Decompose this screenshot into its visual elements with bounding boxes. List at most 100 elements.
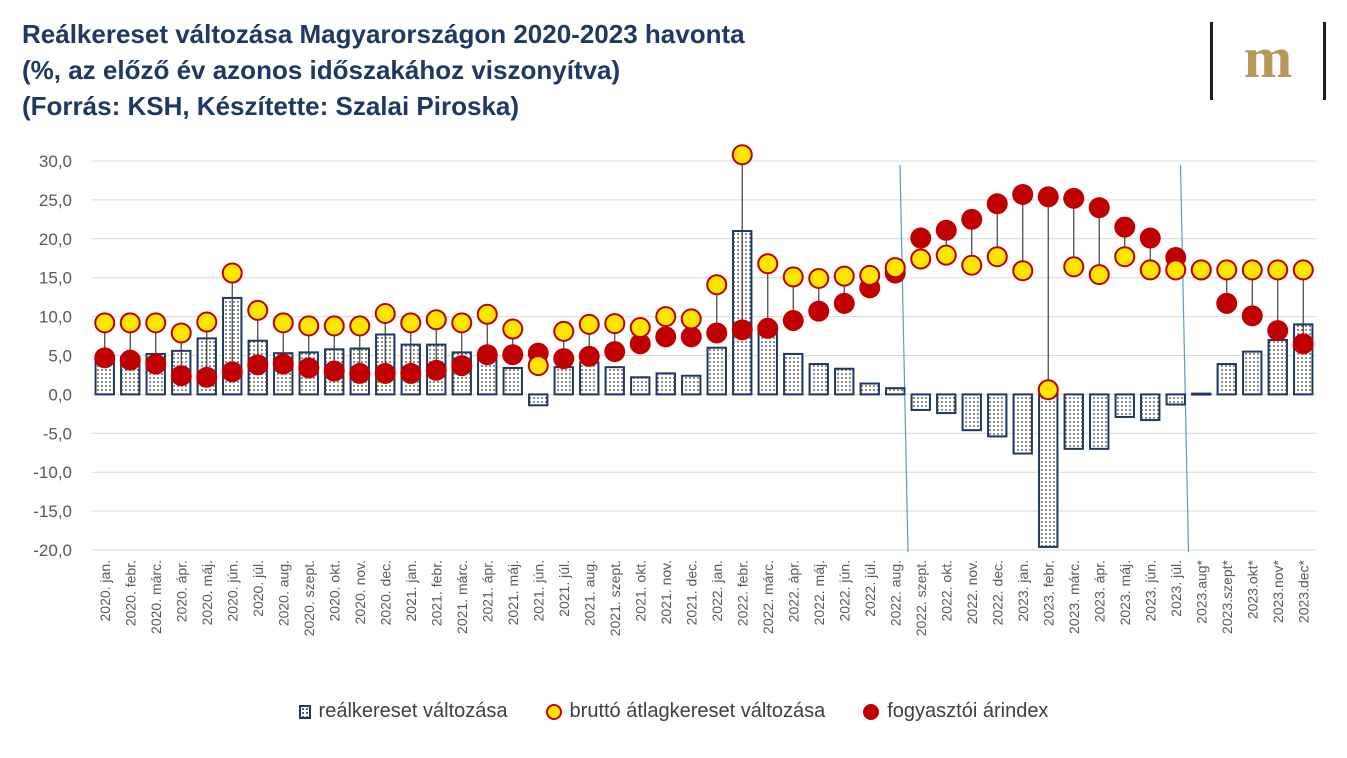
real-wage-bar bbox=[936, 393, 957, 415]
cpi-point bbox=[1241, 305, 1263, 327]
real-wage-bar bbox=[1267, 338, 1288, 396]
gross-wage-point bbox=[808, 267, 830, 289]
real-wage-bar bbox=[1114, 393, 1135, 418]
x-tick-label: 2021. okt. bbox=[632, 560, 648, 622]
x-tick-label: 2023.dec* bbox=[1295, 559, 1311, 623]
period-divider bbox=[899, 164, 909, 553]
cpi-point bbox=[757, 317, 779, 339]
cpi-point bbox=[808, 300, 830, 322]
gross-wage-point bbox=[400, 312, 422, 334]
x-tick-label: 2022. máj. bbox=[811, 560, 827, 625]
cpi-point bbox=[400, 362, 422, 384]
real-wage-bar bbox=[1216, 363, 1237, 396]
real-wage-bar bbox=[987, 393, 1008, 438]
cpi-point bbox=[298, 357, 320, 379]
x-tick-label: 2020. febr. bbox=[122, 560, 138, 626]
cpi-point bbox=[578, 345, 600, 367]
real-wage-bar bbox=[528, 393, 549, 407]
cpi-point bbox=[706, 322, 728, 344]
gross-wage-point bbox=[578, 313, 600, 335]
cpi-point bbox=[986, 193, 1008, 215]
x-tick-label: 2020. nov. bbox=[352, 560, 368, 624]
x-tick-label: 2021. ápr. bbox=[479, 560, 495, 622]
gross-wage-point bbox=[1088, 264, 1110, 286]
y-tick-label: 10,0 bbox=[39, 308, 72, 327]
gross-wage-point bbox=[221, 262, 243, 284]
gross-wage-point bbox=[94, 312, 116, 334]
x-tick-label: 2022. jún. bbox=[836, 560, 852, 622]
cpi-point bbox=[94, 347, 116, 369]
x-tick-label: 2022. aug. bbox=[887, 560, 903, 626]
cpi-point bbox=[553, 348, 575, 370]
cpi-point bbox=[935, 219, 957, 241]
cpi-point bbox=[782, 309, 804, 331]
cpi-point bbox=[1012, 183, 1034, 205]
cpi-point bbox=[655, 326, 677, 348]
cpi-point bbox=[629, 333, 651, 355]
cpi-point bbox=[119, 349, 141, 371]
gross-wage-point bbox=[272, 312, 294, 334]
gross-wage-point bbox=[1037, 379, 1059, 401]
gross-wage-point bbox=[374, 302, 396, 324]
gross-wage-point bbox=[1114, 246, 1136, 268]
real-wage-bar bbox=[910, 393, 931, 411]
x-tick-label: 2023. márc. bbox=[1066, 560, 1082, 634]
gross-wage-point bbox=[935, 244, 957, 266]
x-tick-label: 2023. máj. bbox=[1117, 560, 1133, 625]
y-tick-label: 0,0 bbox=[48, 385, 72, 404]
x-tick-label: 2023. ápr. bbox=[1091, 560, 1107, 622]
legend-item-real: reálkereset változása bbox=[298, 700, 508, 723]
gross-wage-point bbox=[1012, 260, 1034, 282]
gross-wage-point bbox=[731, 144, 753, 166]
cpi-point bbox=[374, 362, 396, 384]
gross-wage-point bbox=[706, 274, 728, 296]
x-tick-label: 2020. júl. bbox=[250, 560, 266, 617]
gross-wage-point bbox=[323, 315, 345, 337]
x-tick-label: 2021. nov. bbox=[658, 560, 674, 624]
x-tick-label: 2020. ápr. bbox=[173, 560, 189, 622]
gross-wage-point bbox=[298, 315, 320, 337]
x-tick-label: 2023.nov* bbox=[1270, 559, 1286, 623]
gross-wage-point bbox=[884, 257, 906, 279]
cpi-point bbox=[910, 227, 932, 249]
x-tick-label: 2020. jan. bbox=[97, 560, 113, 622]
gross-wage-point bbox=[782, 266, 804, 288]
real-wage-bar bbox=[961, 393, 982, 432]
gross-wage-point bbox=[119, 312, 141, 334]
cpi-point bbox=[221, 361, 243, 383]
x-tick-label: 2021. szept. bbox=[607, 560, 623, 636]
cpi-point bbox=[604, 341, 626, 363]
y-tick-label: 30,0 bbox=[39, 152, 72, 171]
real-wage-bar bbox=[553, 366, 574, 396]
real-wage-bar bbox=[1012, 393, 1033, 455]
real-wage-bar bbox=[885, 387, 906, 396]
gross-wage-point bbox=[476, 303, 498, 325]
real-wage-bar bbox=[783, 352, 804, 396]
x-tick-label: 2020. dec. bbox=[377, 560, 393, 625]
x-tick-label: 2022. szept. bbox=[913, 560, 929, 636]
x-tick-label: 2023.szept* bbox=[1219, 559, 1235, 633]
legend-swatch-red bbox=[863, 703, 880, 720]
x-tick-label: 2022. febr. bbox=[734, 560, 750, 626]
gross-wage-point bbox=[1241, 259, 1263, 281]
legend-swatch-yellow bbox=[545, 703, 562, 720]
x-tick-label: 2020. márc. bbox=[148, 560, 164, 634]
x-tick-label: 2021. dec. bbox=[683, 560, 699, 625]
real-wage-bar bbox=[630, 376, 651, 396]
real-wage-bar bbox=[604, 366, 625, 396]
x-tick-label: 2023. júl. bbox=[1168, 560, 1184, 617]
logo-mark: m bbox=[1243, 25, 1293, 90]
x-tick-label: 2022. márc. bbox=[760, 560, 776, 634]
x-tick-label: 2022. dec. bbox=[989, 560, 1005, 625]
x-tick-label: 2022. okt. bbox=[938, 560, 954, 622]
gross-wage-point bbox=[859, 264, 881, 286]
y-tick-label: -20,0 bbox=[33, 541, 72, 560]
cpi-point bbox=[196, 366, 218, 388]
gross-wage-point bbox=[1292, 259, 1314, 281]
gross-wage-point bbox=[1267, 259, 1289, 281]
cpi-point bbox=[833, 292, 855, 314]
legend-label-cpi: fogyasztói árindex bbox=[887, 700, 1049, 722]
y-tick-label: -5,0 bbox=[43, 424, 72, 443]
legend-label-gross: bruttó átlagkereset változása bbox=[569, 700, 826, 722]
cpi-point bbox=[680, 326, 702, 348]
